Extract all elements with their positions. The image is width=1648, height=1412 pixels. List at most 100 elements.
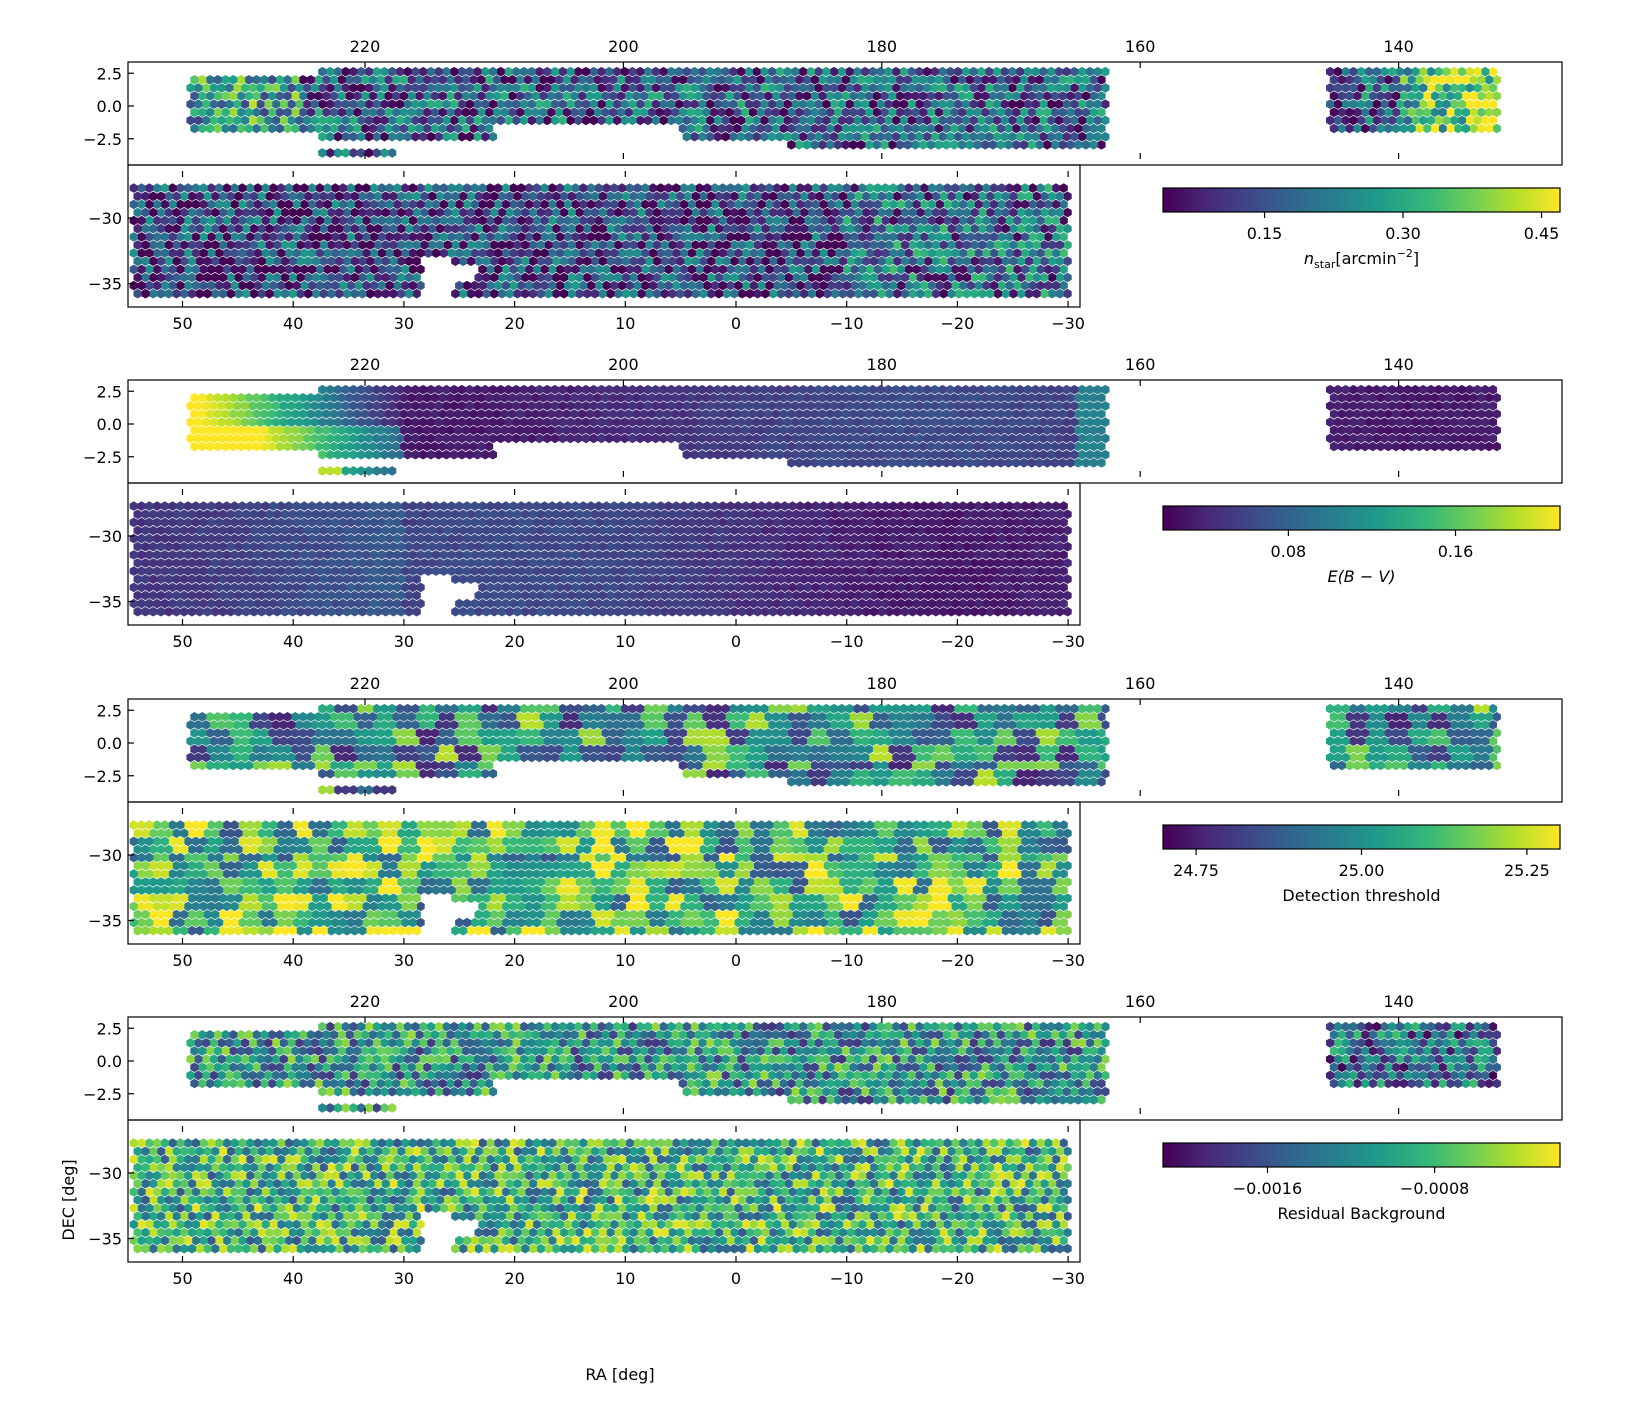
hex-cell	[1097, 123, 1106, 134]
hex-cell	[962, 590, 971, 601]
hex-cell	[740, 441, 749, 452]
hex-cell	[205, 409, 215, 419]
hex-cell	[221, 75, 230, 85]
hex-cell	[422, 91, 432, 101]
hex-cell	[133, 272, 142, 283]
hex-cell	[1442, 115, 1451, 126]
hex-cell	[261, 199, 270, 210]
hex-cell	[342, 223, 351, 234]
hex-cell	[837, 417, 846, 427]
hex-cell	[714, 574, 723, 584]
hex-cell	[1000, 401, 1009, 411]
hex-cell	[845, 83, 854, 93]
hex-cell	[265, 240, 274, 250]
hex-cell	[484, 409, 494, 419]
hex-cell	[198, 91, 207, 101]
hex-cell	[1081, 140, 1091, 150]
hex-cell	[1051, 280, 1061, 291]
hex-cell	[877, 574, 886, 584]
hex-cell	[438, 409, 447, 419]
hex-cell	[628, 99, 637, 109]
hex-cell	[639, 393, 649, 403]
hex-cell	[656, 582, 665, 593]
hex-cell	[730, 191, 739, 202]
hex-cell	[916, 191, 925, 202]
hex-cell	[338, 232, 348, 242]
y-tick-label: −35	[88, 275, 122, 294]
hex-cell	[459, 223, 468, 234]
hex-cell	[740, 409, 749, 419]
hex-cell	[829, 131, 839, 142]
hex-cell	[1337, 91, 1346, 101]
hex-cell	[1059, 550, 1068, 560]
hex-cell	[760, 417, 769, 427]
hex-cell	[829, 417, 839, 427]
hex-cell	[528, 558, 537, 568]
hex-cell	[748, 441, 757, 452]
hex-cell	[319, 272, 328, 283]
hex-cell	[1384, 409, 1393, 419]
hex-cell	[284, 598, 293, 609]
hex-cell	[1337, 107, 1346, 118]
hex-cell	[1063, 574, 1072, 584]
hex-cell	[920, 280, 929, 291]
hex-cell	[877, 223, 886, 234]
hex-cell	[451, 606, 460, 617]
hex-cell	[823, 223, 832, 234]
hex-cell	[850, 232, 859, 242]
hex-cell	[633, 248, 642, 258]
hex-cell	[732, 393, 742, 403]
hex-cell	[531, 393, 540, 403]
hex-cell	[435, 223, 444, 234]
hex-cell	[393, 264, 402, 275]
hex-cell	[674, 384, 684, 395]
hex-cell	[501, 280, 510, 291]
hex-cell	[199, 232, 208, 242]
hex-cell	[616, 425, 625, 436]
hex-cell	[1036, 550, 1045, 560]
hex-cell	[521, 191, 530, 202]
hex-cell	[846, 558, 855, 568]
hex-cell	[288, 288, 297, 299]
hex-cell	[682, 83, 691, 93]
hex-cell	[768, 574, 778, 584]
hex-cell	[881, 598, 890, 609]
hex-cell	[641, 199, 650, 210]
hex-cell	[767, 66, 777, 77]
hex-cell	[482, 272, 491, 283]
hex-cell	[369, 232, 379, 242]
hex-cell	[1426, 417, 1436, 427]
hex-cell	[610, 183, 619, 193]
hex-cell	[1043, 140, 1052, 150]
hex-cell	[280, 558, 290, 568]
hex-cell	[916, 256, 925, 266]
hex-cell	[803, 264, 813, 275]
hex-cell	[857, 123, 866, 134]
hex-cell	[362, 582, 371, 593]
hex-cell	[1411, 384, 1420, 395]
hex-cell	[899, 131, 908, 142]
hex-cell	[695, 183, 704, 193]
hex-cell	[675, 288, 685, 299]
hex-cell	[1388, 99, 1397, 109]
hex-cell	[837, 401, 846, 411]
hex-cell	[323, 264, 332, 275]
hex-cell	[349, 83, 358, 93]
hex-cell	[706, 223, 716, 234]
hex-cell	[338, 566, 348, 576]
hex-cell	[527, 99, 536, 109]
hex-cell	[904, 183, 913, 193]
hex-cell	[1434, 115, 1443, 126]
hex-cell	[1438, 75, 1447, 85]
hex-cell	[864, 441, 873, 452]
hex-cell	[895, 409, 904, 419]
hex-cell	[1442, 83, 1451, 93]
hex-cell	[149, 256, 158, 266]
hex-cell	[951, 215, 960, 226]
hex-cell	[180, 574, 189, 584]
hex-cell	[988, 458, 998, 468]
hex-cell	[172, 191, 181, 202]
hex-cell	[791, 401, 800, 411]
hex-cell	[269, 215, 278, 226]
hex-cell	[598, 191, 607, 202]
